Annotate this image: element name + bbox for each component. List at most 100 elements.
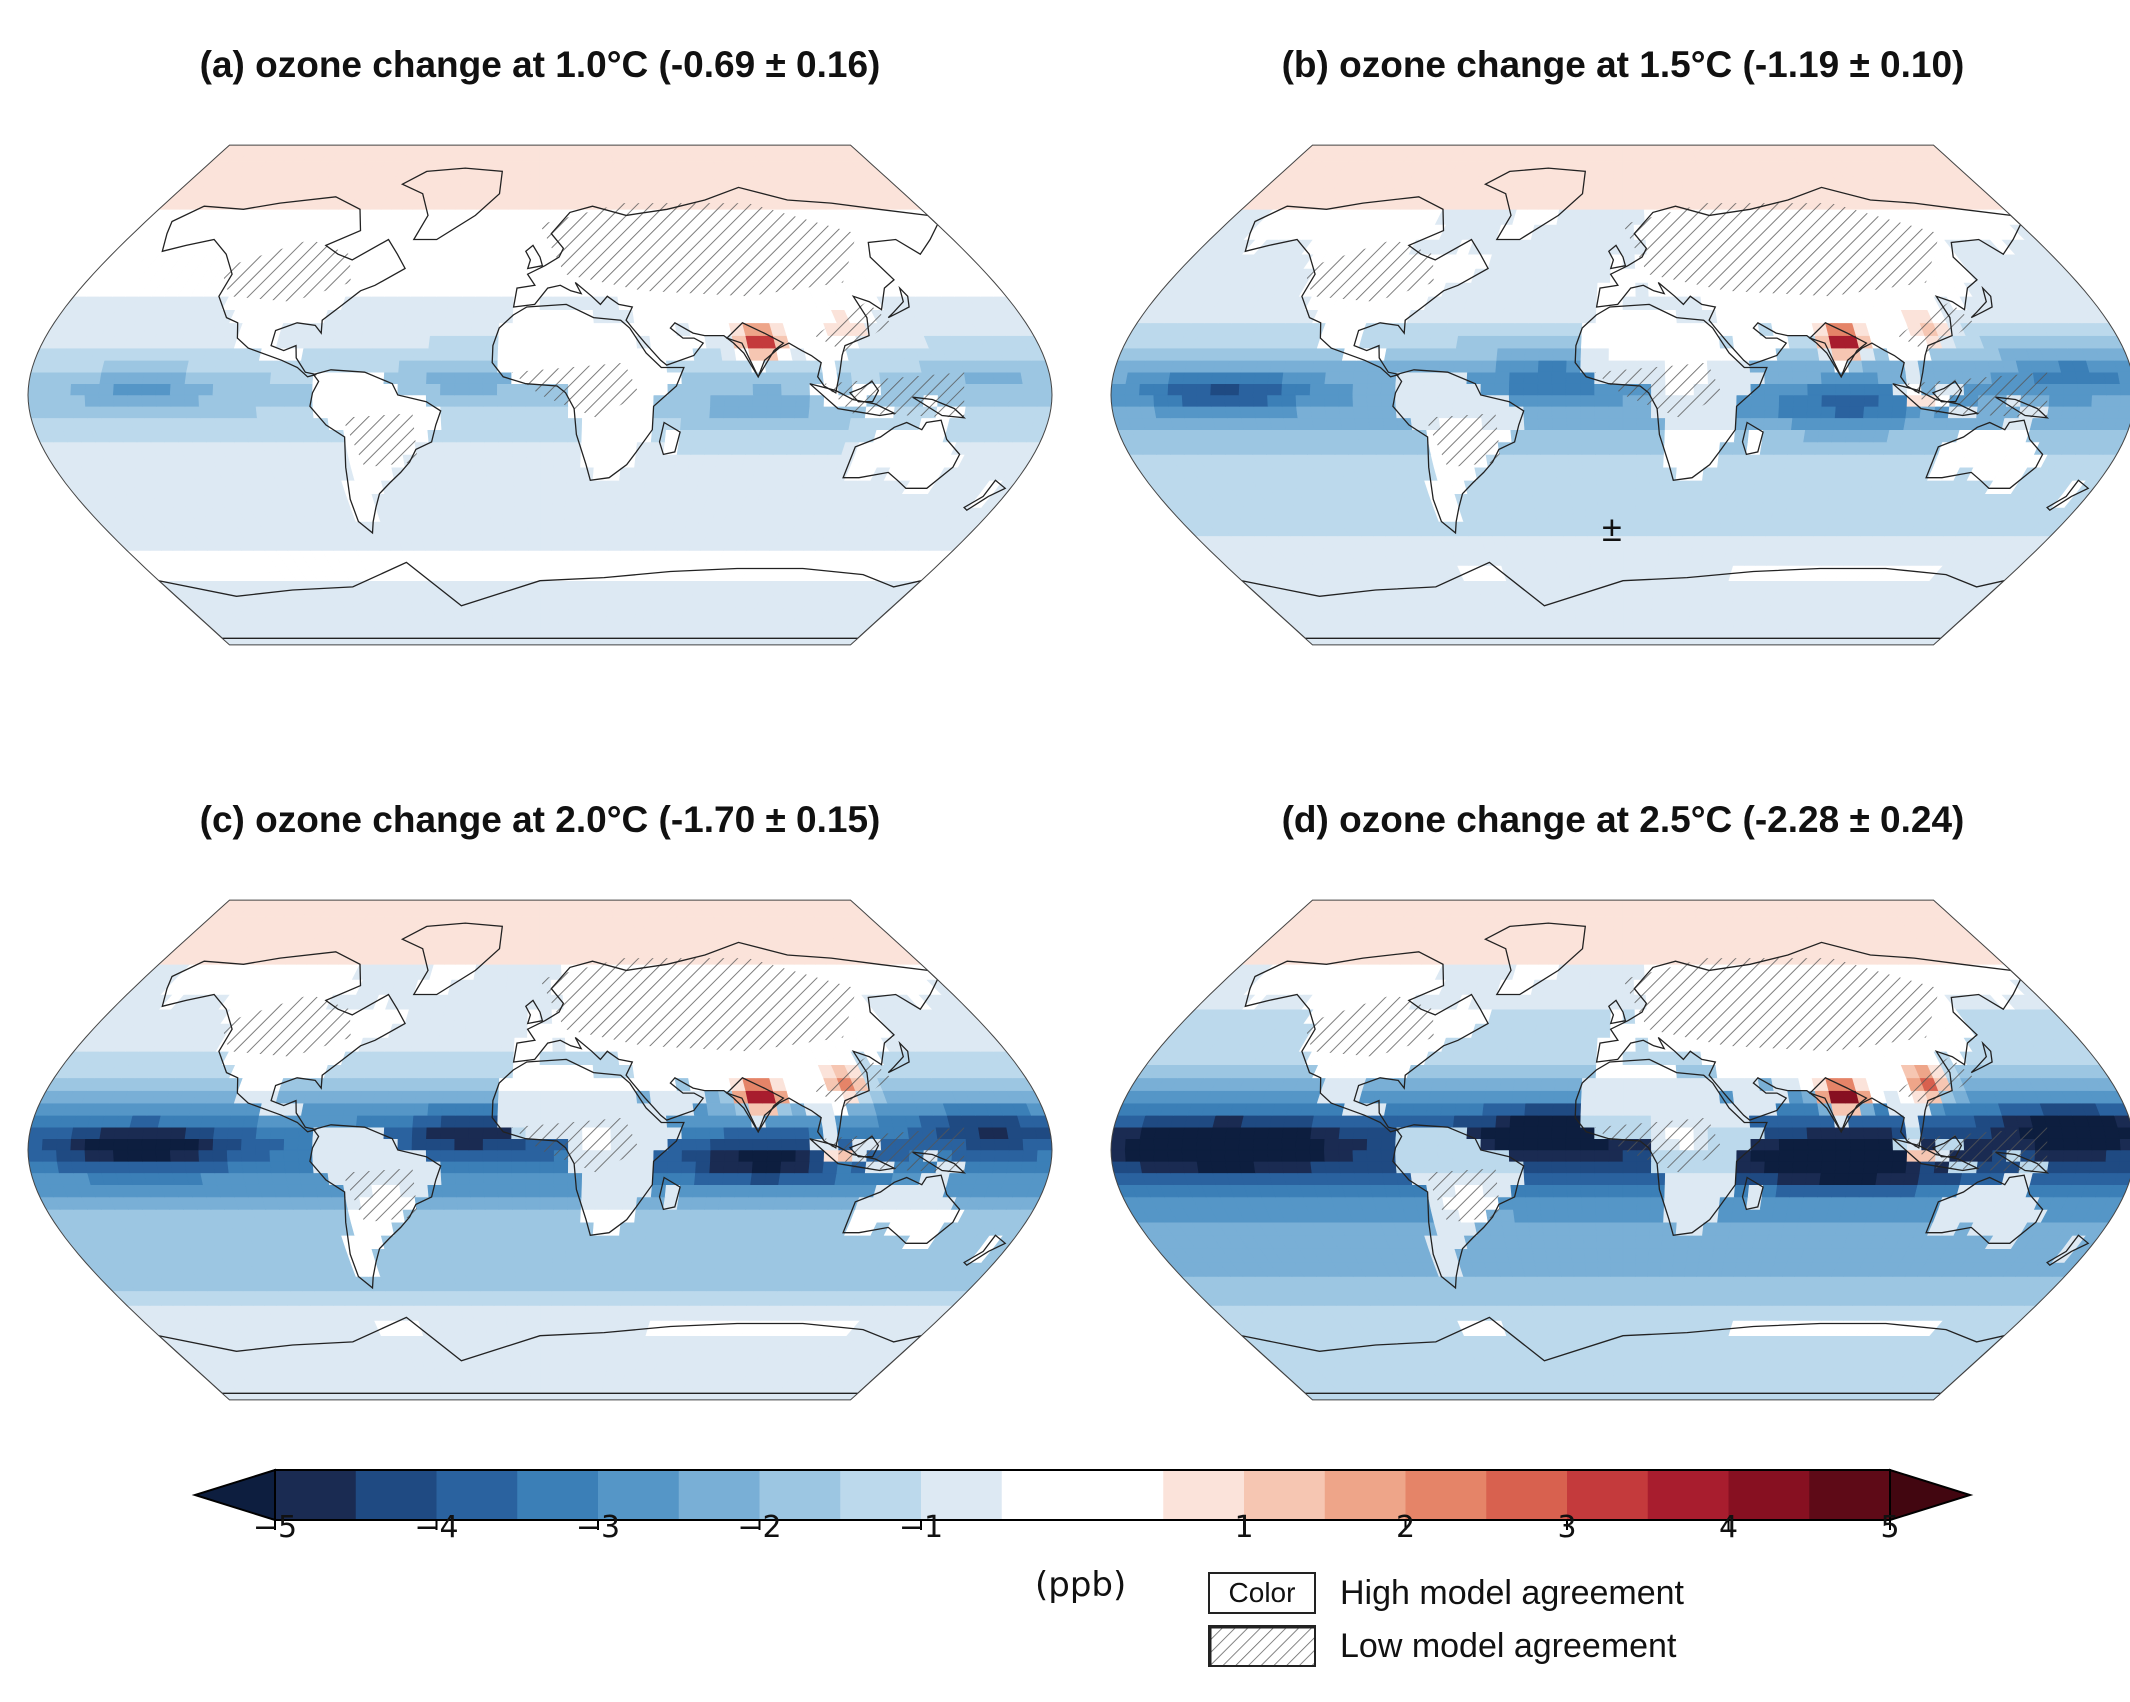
colorbar-bin bbox=[436, 1470, 518, 1520]
legend-high-agreement: High model agreement bbox=[1340, 1574, 1684, 1612]
low-agreement-hatch bbox=[342, 1168, 418, 1223]
coastline bbox=[1995, 1151, 2050, 1174]
map-a bbox=[27, 144, 1053, 646]
coastline bbox=[512, 186, 939, 394]
map-field bbox=[28, 900, 1052, 1400]
colorbar-tick-label: −5 bbox=[252, 1510, 298, 1545]
coastline bbox=[963, 479, 1007, 512]
low-agreement-hatch bbox=[1907, 372, 2048, 418]
coastline bbox=[1244, 951, 1489, 1133]
coastline bbox=[1392, 369, 1525, 535]
map-panel-c: (c) ozone change at 2.0°C (-1.70 ± 0.15) bbox=[15, 790, 1065, 1410]
coastline bbox=[1970, 1040, 1993, 1074]
colorbar-bin bbox=[678, 1470, 760, 1520]
coastline bbox=[400, 167, 504, 241]
low-agreement-hatch bbox=[1623, 203, 1940, 297]
coastline bbox=[848, 1135, 880, 1158]
low-agreement-hatch bbox=[342, 413, 418, 468]
coastline bbox=[309, 369, 442, 535]
coastline bbox=[1925, 419, 2044, 489]
low-agreement-hatch bbox=[1304, 239, 1434, 302]
colorbar-bin bbox=[1486, 1470, 1568, 1520]
coastline bbox=[809, 1138, 897, 1172]
legend-color-box-label: Color bbox=[1228, 1577, 1296, 1608]
coastline bbox=[1483, 922, 1587, 996]
colorbar-tick-label: 5 bbox=[1880, 1510, 1900, 1545]
colorbar-bin bbox=[921, 1470, 1003, 1520]
coastline bbox=[725, 322, 785, 379]
colorbar-over-extension bbox=[1889, 1468, 1974, 1522]
coastline bbox=[1595, 941, 2022, 1149]
low-agreement-hatch bbox=[824, 1127, 965, 1173]
coastline bbox=[1574, 303, 1768, 482]
colorbar-bin bbox=[1809, 1470, 1891, 1520]
coastline bbox=[1808, 322, 1868, 379]
low-agreement-hatch bbox=[824, 372, 965, 418]
coastline bbox=[1607, 244, 1627, 270]
colorbar-bin bbox=[759, 1470, 841, 1520]
map-panel-b: (b) ozone change at 1.5°C (-1.19 ± 0.10) bbox=[1098, 35, 2130, 655]
low-agreement-hatch bbox=[1907, 1127, 2048, 1173]
low-agreement-hatch bbox=[221, 994, 351, 1057]
coastline bbox=[1392, 1124, 1525, 1290]
coastline bbox=[1244, 196, 1489, 378]
coastline bbox=[658, 1176, 681, 1211]
panel-title: (d) ozone change at 2.5°C (-2.28 ± 0.24) bbox=[1281, 799, 1965, 840]
coastline bbox=[887, 1040, 910, 1074]
low-agreement-hatch bbox=[221, 239, 351, 302]
map-outline bbox=[1110, 144, 2130, 646]
coastline bbox=[524, 999, 544, 1025]
colorbar-bin bbox=[355, 1470, 437, 1520]
coastline bbox=[963, 1234, 1007, 1267]
coastline bbox=[1925, 1174, 2044, 1244]
map-panel-a: (a) ozone change at 1.0°C (-0.69 ± 0.16) bbox=[15, 35, 1065, 655]
coastline bbox=[2046, 1234, 2090, 1267]
low-agreement-hatch bbox=[1897, 301, 1974, 353]
coastline bbox=[1595, 186, 2022, 394]
coastline bbox=[1741, 1176, 1764, 1211]
colorbar-bin bbox=[1567, 1470, 1649, 1520]
low-agreement-hatch bbox=[1623, 958, 1940, 1052]
map-outline bbox=[27, 899, 1053, 1401]
colorbar-bin bbox=[275, 1470, 357, 1520]
colorbar-bin bbox=[1244, 1470, 1326, 1520]
map-outline bbox=[27, 144, 1053, 646]
coastline bbox=[1931, 1135, 1963, 1158]
low-agreement-hatch bbox=[814, 301, 891, 353]
coastline bbox=[1574, 1058, 1768, 1237]
map-c bbox=[27, 899, 1053, 1401]
map-field bbox=[1111, 145, 2130, 645]
coastline bbox=[491, 1058, 685, 1237]
low-agreement-hatch bbox=[511, 1117, 640, 1173]
map-field bbox=[1111, 900, 2130, 1400]
legend-hatch-box bbox=[1208, 1625, 1316, 1667]
colorbar-tick-label: −3 bbox=[575, 1510, 621, 1545]
coastline bbox=[912, 1151, 967, 1174]
legend-color-box: Color bbox=[1208, 1572, 1316, 1614]
colorbar-tick-label: 3 bbox=[1557, 1510, 1577, 1545]
map-b bbox=[1110, 144, 2130, 646]
panel-title: (a) ozone change at 1.0°C (-0.69 ± 0.16) bbox=[199, 44, 881, 85]
low-agreement-hatch bbox=[540, 958, 857, 1052]
coastline bbox=[491, 303, 685, 482]
coastline bbox=[658, 421, 681, 456]
coastline bbox=[512, 941, 939, 1149]
colorbar-tick-label: −2 bbox=[737, 1510, 782, 1545]
map-d bbox=[1110, 899, 2130, 1401]
low-agreement-hatch bbox=[1897, 1056, 1974, 1108]
low-agreement-hatch bbox=[814, 1056, 891, 1108]
coastline bbox=[848, 380, 880, 403]
colorbar-tick-label: 1 bbox=[1234, 1510, 1254, 1545]
colorbar-bin bbox=[517, 1470, 599, 1520]
coastline bbox=[725, 1077, 785, 1134]
plus-minus-annotation: ± bbox=[1602, 508, 1622, 549]
colorbar-bin bbox=[840, 1470, 922, 1520]
colorbar-tick-label: −4 bbox=[414, 1510, 459, 1545]
colorbar-tick-label: −1 bbox=[898, 1510, 944, 1545]
coastline bbox=[161, 196, 406, 378]
low-agreement-hatch bbox=[1425, 1168, 1501, 1223]
coastline bbox=[309, 1124, 442, 1290]
coastline bbox=[400, 922, 504, 996]
colorbar-bin bbox=[1405, 1470, 1487, 1520]
legend-low-agreement: Low model agreement bbox=[1340, 1627, 1677, 1665]
